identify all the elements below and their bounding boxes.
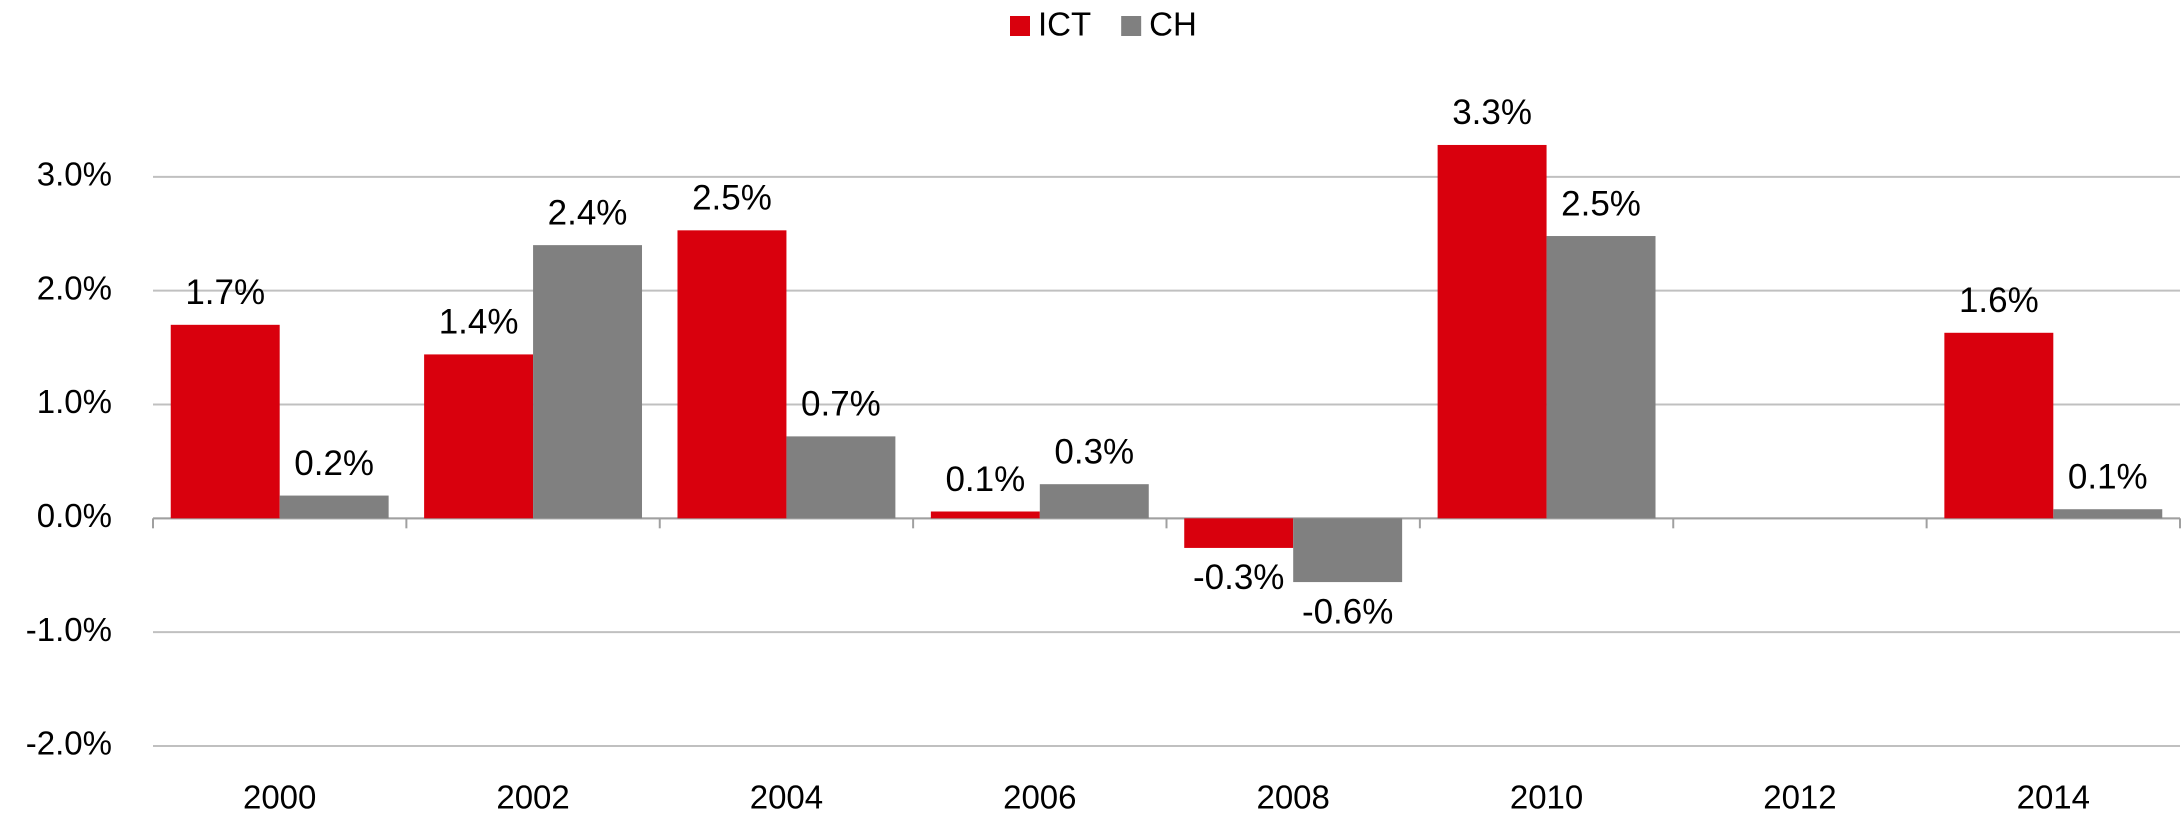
data-label: 0.1%	[2068, 457, 2148, 496]
data-label: -0.3%	[1193, 558, 1284, 597]
bar	[279, 495, 389, 519]
data-label: 3.3%	[1452, 93, 1532, 132]
bar	[1039, 484, 1149, 519]
legend-swatch	[1010, 16, 1030, 36]
data-label: 1.7%	[185, 273, 265, 312]
legend-swatch	[1121, 16, 1142, 36]
data-label: 2.5%	[1561, 184, 1641, 223]
x-tick-label: 2012	[1763, 779, 1836, 816]
x-tick-label: 2002	[496, 779, 569, 816]
y-tick-label: 1.0%	[37, 383, 112, 420]
x-tick-label: 2004	[750, 779, 823, 816]
x-tick-label: 2006	[1003, 779, 1076, 816]
data-label: 2.5%	[692, 179, 772, 218]
y-tick-label: -2.0%	[26, 725, 112, 762]
data-label: 1.4%	[439, 303, 519, 342]
bar	[533, 245, 643, 519]
bar	[1184, 518, 1294, 548]
bar	[1293, 518, 1403, 583]
x-tick-label: 2010	[1510, 779, 1583, 816]
data-label: -0.6%	[1302, 592, 1393, 631]
bar	[786, 436, 896, 519]
x-tick-label: 2008	[1256, 779, 1329, 816]
bar	[2053, 509, 2163, 519]
legend-label: ICT	[1038, 6, 1091, 43]
bar	[677, 230, 787, 519]
bar	[1546, 236, 1656, 519]
bar	[930, 511, 1040, 519]
data-label: 0.7%	[801, 385, 881, 424]
bar	[424, 354, 534, 519]
data-label: 0.2%	[294, 444, 374, 483]
y-tick-label: 2.0%	[37, 269, 112, 306]
bar	[170, 324, 280, 519]
bar	[1437, 144, 1547, 519]
y-tick-label: 3.0%	[37, 156, 112, 193]
data-label: 1.6%	[1959, 281, 2039, 320]
y-tick-label: -1.0%	[26, 611, 112, 648]
y-tick-label: 0.0%	[37, 497, 112, 534]
x-tick-label: 2000	[243, 779, 316, 816]
data-label: 0.3%	[1054, 432, 1134, 471]
legend-label: CH	[1149, 6, 1197, 43]
data-label: 0.1%	[945, 460, 1025, 499]
bar	[1944, 332, 2054, 519]
data-label: 2.4%	[548, 193, 628, 232]
x-tick-label: 2014	[2017, 779, 2090, 816]
